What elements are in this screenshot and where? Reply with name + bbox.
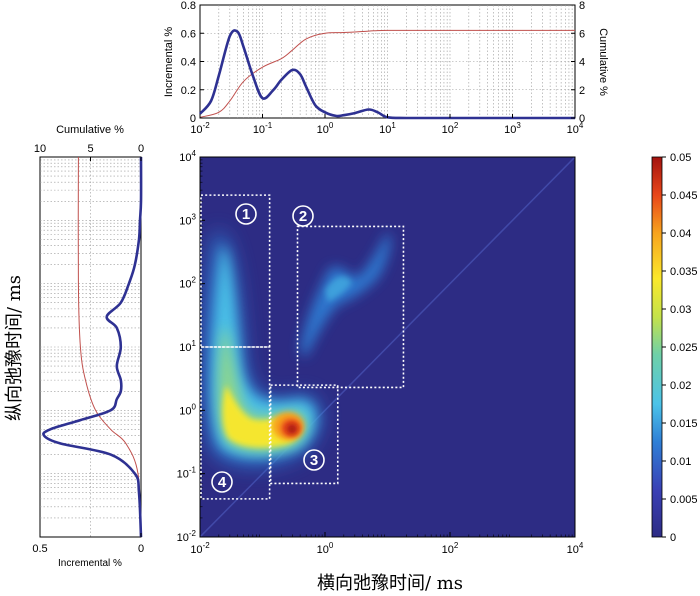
top-right-tick-label: 0	[579, 113, 585, 125]
heatmap-x-tick-label: 10-2	[190, 541, 210, 556]
heatmap-y-tick-label: 10-1	[177, 466, 197, 481]
region-box-1	[200, 194, 271, 348]
heatmap-y-tick-label: 101	[179, 339, 196, 354]
colorbar-tick-label: 0.01	[670, 456, 691, 468]
left-incremental-line	[42, 156, 143, 538]
colorbar-tick-label: 0.05	[670, 152, 691, 164]
heatmap-y-tick-label: 10-2	[177, 529, 197, 544]
heatmap-x-tick-label: 100	[317, 541, 334, 556]
heatmap-y-tick-label: 104	[179, 149, 196, 164]
top-left-tick-label: 0.2	[181, 85, 196, 97]
x-axis-label: 横向弛豫时间/ ms	[317, 573, 463, 594]
top-x-tick-label: 103	[504, 121, 521, 136]
left-top-axis-label: Cumulative %	[56, 124, 124, 136]
left-top-tick-label: 10	[34, 143, 46, 155]
colorbar-tick-label: 0.025	[670, 342, 698, 354]
top-panel-ticks: 10-2 10-1 100 101 102 103 10400.20.40.60.80246…	[181, 0, 585, 136]
heatmap-y-tick-label: 103	[179, 212, 196, 227]
colorbar-tick-label: 0	[670, 532, 676, 544]
top-x-tick-label: 102	[442, 121, 459, 136]
left-top-tick-label: 5	[87, 143, 93, 155]
region-marker-1	[235, 203, 257, 225]
colorbar-tick-label: 0.03	[670, 304, 691, 316]
heat-plume-core	[325, 276, 352, 302]
top-right-axis-label: Cumulative %	[597, 28, 609, 96]
region-number-3: 3	[310, 452, 318, 469]
region-box-2	[296, 225, 405, 389]
diagonal-line	[200, 157, 575, 537]
region-boxes: 1 2 3 4	[200, 194, 405, 500]
top-left-tick-label: 0.8	[181, 0, 196, 12]
colorbar-gradient	[651, 156, 663, 538]
colorbar-ticks: 0 0.005 0.01 0.015 0.02 0.025 0.03 0.035 0.04 0.0…	[662, 152, 698, 544]
top-panel: 10-2 10-1 100 101 102 103 10400.20.40.60.80246…	[163, 0, 609, 136]
left-bottom-axis-label: Incremental %	[58, 558, 122, 569]
region-box-3	[269, 384, 339, 485]
heat-peak	[287, 424, 297, 434]
left-bottom-tick-label: 0.5	[32, 543, 47, 555]
left-panel-grid	[40, 157, 141, 537]
region-number-1: 1	[242, 206, 250, 223]
colorbar-tick-label: 0.035	[670, 266, 698, 278]
top-left-tick-label: 0.4	[181, 57, 196, 69]
colorbar-tick-label: 0.045	[670, 190, 698, 202]
colorbar: 0 0.005 0.01 0.015 0.02 0.025 0.03 0.035 0.04 0.0…	[651, 152, 698, 544]
top-x-tick-label: 101	[379, 121, 396, 136]
region-number-2: 2	[299, 208, 307, 225]
left-top-tick-label: 0	[138, 143, 144, 155]
top-right-tick-label: 6	[579, 28, 585, 40]
heatmap-x-tick-label: 104	[567, 541, 584, 556]
top-left-tick-label: 0	[190, 113, 196, 125]
top-right-tick-label: 4	[579, 57, 585, 69]
region-marker-3	[303, 449, 325, 471]
top-x-tick-label: 100	[317, 121, 334, 136]
region-number-4: 4	[218, 474, 227, 491]
top-left-tick-label: 0.6	[181, 28, 196, 40]
heatmap-field	[200, 157, 575, 537]
heatmap-panel: 10-2 100 102 104 10-2 10-1 100 101 102 103 104 1 2 3…	[4, 149, 584, 594]
top-right-tick-label: 2	[579, 85, 585, 97]
top-panel-grid	[200, 5, 575, 118]
region-box-4	[200, 346, 271, 500]
region-marker-2	[292, 205, 314, 227]
top-cumulative-line	[199, 29, 575, 118]
heatmap-x-tick-label: 102	[442, 541, 459, 556]
left-panel: 0.5 0 10 5 0 Cumulative % Incremental %	[32, 124, 144, 569]
top-x-tick-label: 10-2	[190, 121, 210, 136]
top-right-tick-label: 8	[579, 0, 585, 12]
region-marker-4	[211, 471, 233, 493]
y-axis-label: 纵向弛豫时间/ ms	[4, 275, 25, 421]
colorbar-tick-label: 0.015	[670, 418, 698, 430]
heat-plume	[300, 232, 391, 358]
top-x-tick-label: 10-1	[253, 121, 273, 136]
top-x-tick-label: 104	[567, 121, 584, 136]
heatmap-y-tick-label: 100	[179, 402, 196, 417]
colorbar-tick-label: 0.04	[670, 228, 691, 240]
colorbar-tick-label: 0.02	[670, 380, 691, 392]
left-panel-ticks: 0.5 0 10 5 0	[32, 143, 144, 555]
top-left-axis-label: Incremental %	[163, 27, 175, 98]
left-bottom-tick-label: 0	[138, 543, 144, 555]
colorbar-tick-label: 0.005	[670, 494, 698, 506]
left-cumulative-line	[77, 156, 141, 538]
heatmap-y-tick-label: 102	[179, 276, 196, 291]
